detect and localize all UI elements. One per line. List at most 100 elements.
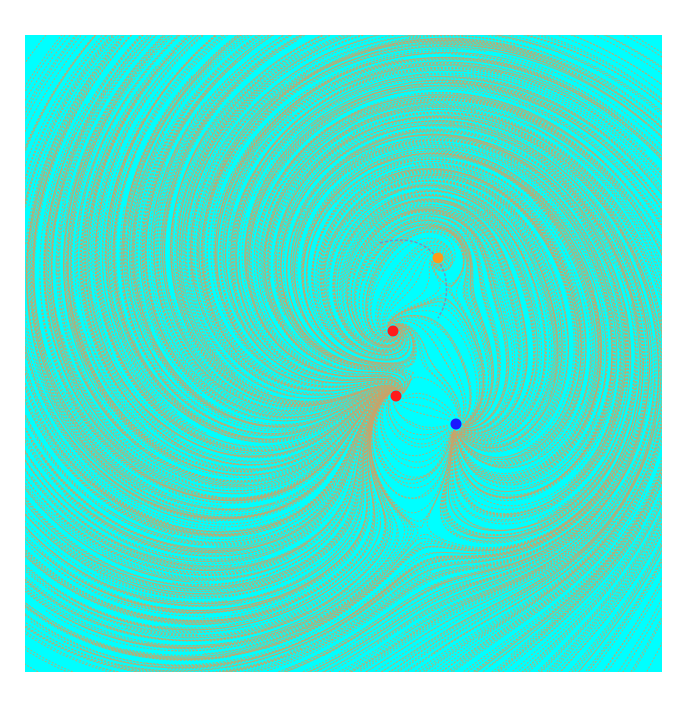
streamline (115, 155, 262, 440)
streamline (364, 525, 603, 672)
streamline (317, 465, 619, 627)
streamline (328, 185, 552, 326)
streamline (33, 242, 222, 507)
streamline (389, 316, 471, 423)
streamline (459, 285, 556, 443)
streamline (119, 422, 370, 596)
streamline (181, 35, 325, 183)
streamline (453, 407, 623, 517)
streamline (125, 48, 226, 372)
streamline (25, 35, 107, 180)
streamline (276, 165, 410, 392)
streamline (347, 208, 513, 410)
streamline (473, 45, 662, 138)
streamline (461, 35, 662, 124)
streamline (241, 565, 469, 672)
streamline (290, 221, 415, 365)
streamline (457, 230, 575, 458)
streamline (223, 300, 402, 393)
streamline (363, 224, 465, 285)
streamline (461, 141, 623, 427)
streamline (273, 115, 501, 316)
streamline (109, 35, 223, 293)
streamline (584, 556, 662, 672)
streamline (547, 168, 641, 493)
streamline (189, 35, 380, 286)
streamline (25, 35, 47, 64)
streamline (153, 390, 393, 520)
streamline (279, 269, 417, 368)
streamline (374, 206, 516, 431)
streamline (32, 35, 133, 267)
streamline (348, 144, 614, 319)
streamline (63, 35, 166, 330)
streamline (300, 61, 634, 136)
streamline (387, 399, 449, 440)
streamline (25, 477, 289, 576)
streamline (529, 124, 662, 278)
streamline (373, 550, 579, 672)
streamline (341, 83, 658, 204)
streamline (386, 261, 441, 327)
streamline (185, 35, 364, 231)
streamline (33, 411, 332, 536)
streamline (359, 75, 662, 196)
streamline (305, 116, 615, 217)
streamline (459, 200, 538, 438)
streamline (525, 502, 662, 672)
streamline (321, 574, 511, 672)
streamline (47, 35, 142, 210)
streamline (25, 508, 282, 595)
streamline (451, 53, 662, 154)
streamline (25, 35, 96, 149)
streamline (387, 301, 481, 424)
streamline (358, 459, 642, 671)
streamline (284, 505, 602, 670)
streamline (293, 138, 417, 367)
streamline (382, 249, 447, 335)
streamline (346, 130, 629, 290)
streamline (112, 276, 373, 440)
streamline (202, 37, 466, 235)
streamline (97, 386, 390, 475)
streamline (425, 148, 608, 411)
streamline (444, 335, 637, 536)
streamline (344, 64, 662, 173)
streamline (61, 333, 337, 487)
streamline (157, 375, 394, 434)
streamline (25, 438, 254, 557)
streamline (25, 488, 209, 584)
streamline (152, 307, 396, 418)
streamline (67, 35, 172, 256)
streamline (453, 432, 609, 517)
streamline (88, 111, 176, 436)
streamline (270, 507, 591, 657)
streamline (504, 125, 662, 421)
streamline (371, 102, 662, 267)
streamline (82, 258, 316, 463)
streamline (591, 563, 662, 672)
streamline (522, 497, 662, 672)
streamline (25, 502, 301, 590)
streamline (560, 246, 662, 571)
streamline (432, 107, 662, 292)
streamline (300, 159, 414, 364)
streamline (90, 35, 195, 217)
streamline (224, 393, 389, 636)
streamline (25, 551, 308, 622)
streamline (375, 240, 454, 339)
streamline (502, 527, 642, 672)
streamline (369, 199, 527, 433)
streamline (384, 250, 446, 332)
streamline (310, 46, 647, 124)
streamline (188, 102, 295, 397)
streamline (419, 379, 656, 620)
streamline (362, 226, 490, 353)
streamline (417, 198, 528, 434)
streamline (478, 191, 584, 467)
streamline (264, 104, 449, 346)
streamline (545, 516, 662, 672)
trajectory (379, 239, 448, 319)
streamline (249, 174, 404, 393)
streamline (25, 35, 103, 168)
